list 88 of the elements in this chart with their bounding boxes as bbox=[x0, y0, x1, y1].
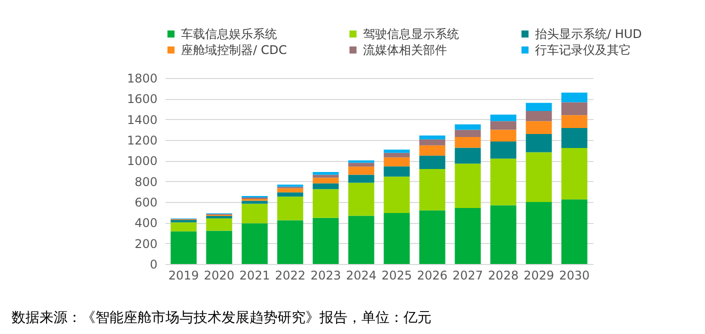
bar bbox=[348, 174, 374, 183]
bar bbox=[384, 213, 410, 264]
bar bbox=[561, 148, 588, 200]
bar bbox=[526, 134, 552, 152]
bar bbox=[526, 110, 552, 122]
bar bbox=[384, 157, 410, 166]
source-note: 数据来源：《智能座舱市场与技术发展趋势研究》报告，单位：亿元 bbox=[11, 310, 432, 326]
bar bbox=[419, 210, 446, 264]
bar bbox=[348, 216, 374, 264]
bar bbox=[348, 166, 374, 175]
bar bbox=[419, 169, 446, 210]
bar bbox=[242, 200, 268, 204]
bar bbox=[419, 136, 446, 140]
y-tick-label: 800 bbox=[134, 174, 158, 189]
bar bbox=[170, 220, 197, 222]
bar bbox=[384, 166, 410, 177]
bar bbox=[384, 150, 410, 153]
bar bbox=[242, 204, 268, 224]
y-tick-label: 1000 bbox=[126, 154, 158, 168]
x-tick-label: 2028 bbox=[488, 268, 519, 282]
bar bbox=[277, 196, 304, 220]
bar bbox=[490, 121, 516, 130]
bar bbox=[170, 231, 197, 264]
bar bbox=[561, 92, 588, 102]
x-tick-label: 2026 bbox=[417, 268, 448, 282]
bar bbox=[312, 172, 339, 175]
bar bbox=[170, 222, 197, 232]
legend-label: 车载信息娱乐系统 bbox=[181, 27, 277, 41]
y-tick-label: 200 bbox=[134, 236, 158, 251]
x-tick-label: 2020 bbox=[204, 268, 234, 282]
bar bbox=[454, 208, 481, 264]
bar bbox=[312, 189, 339, 218]
bar bbox=[312, 183, 339, 190]
legend-label: 座舱域控制器/ CDC bbox=[181, 43, 287, 57]
bar bbox=[526, 202, 552, 264]
x-tick-label: 2030 bbox=[559, 268, 590, 282]
bar bbox=[277, 192, 304, 197]
bar bbox=[526, 152, 552, 202]
y-tick-label: 1400 bbox=[126, 112, 158, 127]
bar bbox=[384, 152, 410, 158]
bar bbox=[348, 162, 374, 167]
bar bbox=[454, 148, 481, 164]
x-tick-label: 2021 bbox=[239, 268, 270, 282]
y-tick-label: 1600 bbox=[126, 92, 158, 106]
y-tick-label: 1200 bbox=[126, 134, 158, 148]
bar bbox=[490, 114, 516, 122]
x-tick-label: 2024 bbox=[346, 268, 377, 282]
bar bbox=[454, 124, 481, 130]
bar bbox=[490, 158, 516, 206]
bar bbox=[561, 115, 588, 128]
bar bbox=[526, 121, 552, 134]
bar bbox=[384, 176, 410, 214]
bar bbox=[454, 164, 481, 208]
bar bbox=[561, 128, 588, 148]
y-tick-label: 1800 bbox=[126, 72, 158, 86]
bar bbox=[454, 137, 481, 148]
legend-label: 行车记录仪及其它 bbox=[535, 43, 631, 57]
x-tick-label: 2029 bbox=[524, 268, 554, 282]
bar bbox=[561, 199, 588, 264]
bar bbox=[561, 102, 588, 116]
x-tick-label: 2019 bbox=[168, 268, 199, 282]
bar bbox=[348, 182, 374, 216]
bar bbox=[490, 130, 516, 142]
x-tick-label: 2027 bbox=[452, 268, 484, 282]
bar bbox=[312, 178, 339, 184]
bar bbox=[419, 156, 446, 170]
bar bbox=[490, 205, 516, 264]
x-tick-label: 2025 bbox=[381, 268, 412, 282]
legend-label: 流媒体相关部件 bbox=[363, 43, 447, 57]
bar bbox=[454, 130, 481, 138]
legend-label: 驾驶信息显示系统 bbox=[363, 27, 459, 41]
bar bbox=[277, 220, 304, 264]
bar bbox=[277, 188, 304, 192]
bar bbox=[206, 230, 232, 264]
bar bbox=[526, 102, 552, 111]
bar bbox=[419, 145, 446, 156]
bar bbox=[419, 139, 446, 146]
y-tick-label: 600 bbox=[134, 196, 158, 210]
x-tick-label: 2023 bbox=[310, 268, 341, 282]
bar bbox=[490, 141, 516, 159]
bar bbox=[242, 223, 268, 264]
x-tick-label: 2022 bbox=[274, 268, 306, 282]
bar bbox=[312, 218, 339, 264]
y-tick-label: 0 bbox=[150, 258, 158, 272]
legend-label: 抬头显示系统/ HUD bbox=[535, 27, 642, 41]
bar bbox=[206, 218, 232, 231]
y-tick-label: 400 bbox=[134, 216, 158, 230]
bar bbox=[312, 174, 339, 178]
